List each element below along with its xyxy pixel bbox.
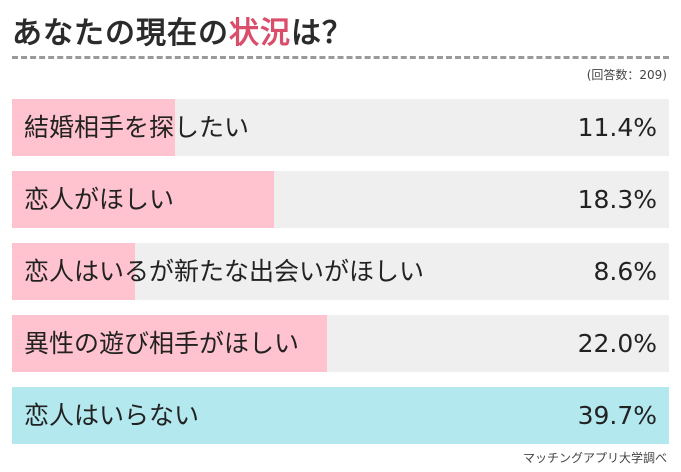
bar-fill <box>12 243 136 300</box>
source-note: マッチングアプリ大学調べ <box>522 451 667 465</box>
dashed-divider <box>12 56 669 59</box>
bar-row: 異性の遊び相手がほしい 22.0% <box>12 315 669 372</box>
title-prefix: あなたの現在の <box>12 16 229 51</box>
chart-title: あなたの現在の状況は？ <box>12 8 353 52</box>
bar-value-label: 22.0% <box>577 329 657 358</box>
bar-chart: 結婚相手を探したい 11.4% 恋人がほしい 18.3% 恋人はいるが新たな出会いがほし… <box>12 99 669 459</box>
respondent-count-note: (回答数：209) <box>586 68 667 82</box>
bar-label: 結婚相手を探したい <box>24 113 250 142</box>
bar-row: 結婚相手を探したい 11.4% <box>12 99 669 156</box>
bar-fill <box>12 99 176 156</box>
title-accent: 状況 <box>229 16 291 51</box>
bar-value-label: 39.7% <box>577 401 657 430</box>
bar-label: 異性の遊び相手がほしい <box>24 329 300 358</box>
bar-fill <box>12 171 275 228</box>
bar-label: 恋人がほしい <box>24 185 175 214</box>
bar-fill <box>12 387 669 444</box>
title-suffix: は？ <box>291 16 353 51</box>
bar-value-label: 8.6% <box>593 257 657 286</box>
bar-value-label: 11.4% <box>577 113 657 142</box>
bar-row: 恋人がほしい 18.3% <box>12 171 669 228</box>
bar-label: 恋人はいらない <box>24 401 200 430</box>
bar-row: 恋人はいるが新たな出会いがほしい 8.6% <box>12 243 669 300</box>
bar-label: 恋人はいるが新たな出会いがほしい <box>24 257 425 286</box>
bar-value-label: 18.3% <box>577 185 657 214</box>
bar-row: 恋人はいらない 39.7% <box>12 387 669 444</box>
bar-fill <box>12 315 328 372</box>
